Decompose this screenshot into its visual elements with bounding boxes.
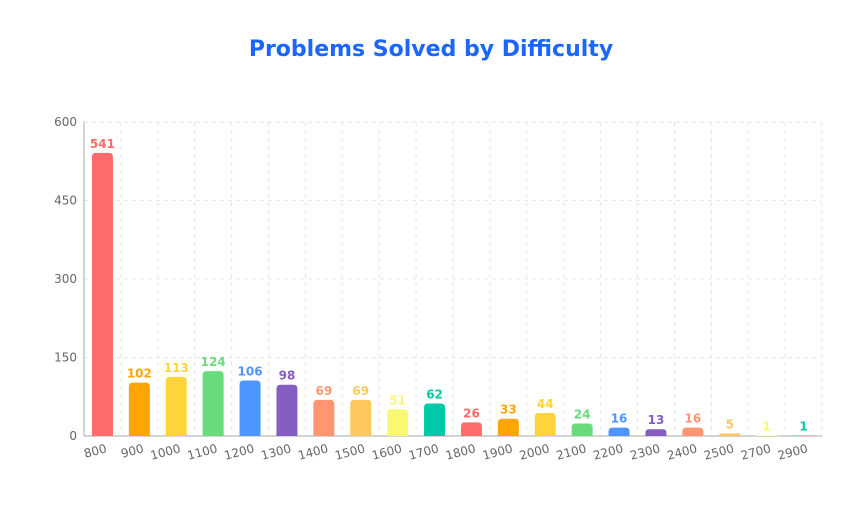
bar-1900 — [497, 418, 519, 436]
x-tick-label: 2400 — [665, 441, 698, 462]
x-tick-label: 2300 — [629, 441, 662, 462]
x-tick-label: 1100 — [186, 441, 219, 462]
x-tick-label: 1200 — [223, 441, 256, 462]
data-label-1100: 124 — [201, 355, 226, 369]
x-tick-label: 1600 — [370, 441, 403, 462]
bar-1800 — [460, 422, 482, 436]
bar-900 — [128, 382, 150, 436]
bar-1100 — [202, 371, 224, 436]
data-label-1300: 98 — [279, 369, 296, 383]
bar-1400 — [313, 399, 335, 436]
bar-2400 — [682, 427, 704, 436]
data-label-2100: 24 — [574, 407, 591, 421]
x-tick-label: 2200 — [592, 441, 625, 462]
data-label-800: 541 — [90, 137, 115, 151]
x-tick-label: 2700 — [739, 441, 772, 462]
bars — [91, 152, 815, 437]
data-label-2300: 13 — [648, 413, 665, 427]
x-tick-label: 800 — [82, 441, 108, 460]
x-tick-label: 1500 — [333, 441, 366, 462]
data-label-1200: 106 — [238, 365, 263, 379]
y-tick-labels: 0 150 300 450 600 — [54, 115, 77, 443]
y-tick-label: 600 — [54, 115, 77, 129]
bar-2700 — [756, 435, 778, 436]
data-label-2400: 16 — [684, 412, 701, 426]
x-tick-label: 1000 — [149, 441, 182, 462]
bar-2000 — [534, 412, 556, 436]
x-tick-label: 2900 — [776, 441, 809, 462]
x-tick-label: 2000 — [518, 441, 551, 462]
data-label-2900: 1 — [799, 419, 807, 433]
data-label-1800: 26 — [463, 406, 480, 420]
grid-lines — [84, 121, 823, 436]
bar-2100 — [571, 423, 593, 436]
data-label-1900: 33 — [500, 403, 517, 417]
x-tick-label: 1300 — [260, 441, 293, 462]
x-tick-label: 1400 — [296, 441, 329, 462]
data-label-1700: 62 — [426, 388, 443, 402]
y-tick-label: 0 — [69, 429, 77, 443]
bar-1000 — [165, 376, 187, 436]
x-tick-label: 1800 — [444, 441, 477, 462]
bar-800 — [91, 152, 113, 437]
x-tick-label: 2100 — [555, 441, 588, 462]
data-label-1500: 69 — [352, 384, 369, 398]
data-label-1600: 51 — [389, 393, 406, 407]
x-tick-label: 1900 — [481, 441, 514, 462]
data-label-2700: 1 — [762, 419, 770, 433]
y-tick-label: 450 — [54, 194, 77, 208]
y-tick-label: 150 — [54, 351, 77, 365]
bar-1200 — [239, 380, 261, 436]
data-label-2200: 16 — [611, 412, 628, 426]
data-label-900: 102 — [127, 367, 152, 381]
data-label-2500: 5 — [726, 417, 734, 431]
data-label-1400: 69 — [315, 384, 332, 398]
bar-2500 — [719, 433, 741, 436]
data-label-2000: 44 — [537, 397, 554, 411]
bar-1500 — [350, 399, 372, 436]
x-tick-labels: 800 900 1000 1100 1200 1300 1400 1500 1600 1700 18… — [82, 441, 809, 462]
chart-title: Problems Solved by Difficulty — [249, 37, 613, 62]
x-tick-label: 2500 — [702, 441, 735, 462]
x-tick-label: 900 — [119, 441, 145, 460]
bar-1600 — [387, 409, 409, 436]
bar-1700 — [424, 403, 446, 436]
x-tick-label: 1700 — [407, 441, 440, 462]
y-tick-label: 300 — [54, 272, 77, 286]
bar-2300 — [645, 429, 667, 436]
bar-1300 — [276, 384, 298, 436]
bar-2200 — [608, 427, 630, 436]
data-label-1000: 113 — [164, 361, 189, 375]
bar-2900 — [793, 435, 815, 436]
